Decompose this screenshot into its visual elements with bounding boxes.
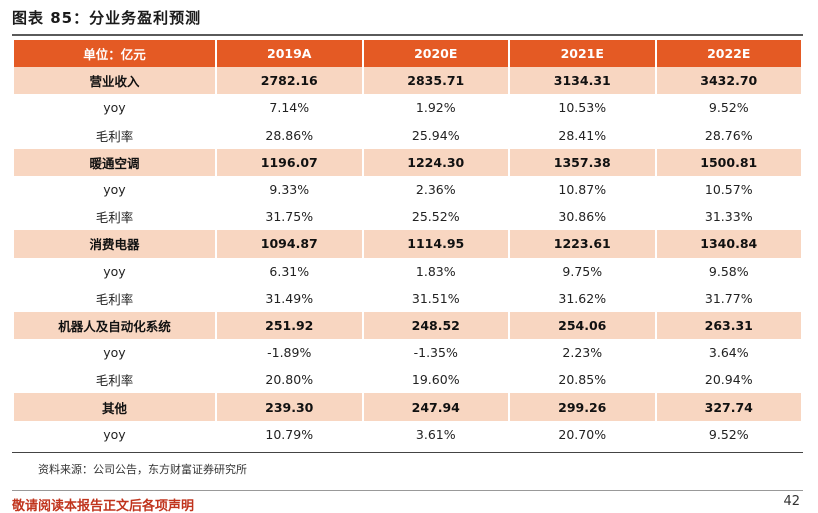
value-cell: 28.76% [656,121,801,149]
table-row-metric: 毛利率 31.75% 25.52% 30.86% 31.33% [14,203,801,231]
value-cell: 251.92 [217,311,362,340]
value-cell: 20.85% [510,366,655,394]
value-cell: 25.94% [363,121,508,149]
value-cell: 248.52 [363,311,508,340]
row-label-cell: 毛利率 [14,284,215,312]
header-cell-2020e: 2020E [363,40,508,68]
value-cell: 31.51% [363,284,508,312]
value-cell: 9.52% [656,420,801,448]
table-row-metric: yoy 7.14% 1.92% 10.53% 9.52% [14,94,801,122]
table-row-segment: 机器人及自动化系统 251.92 248.52 254.06 263.31 [14,311,801,340]
table-row-metric: yoy 6.31% 1.83% 9.75% 9.58% [14,257,801,285]
table-row-segment: 其他 239.30 247.94 299.26 327.74 [14,393,801,421]
table-row-metric: 毛利率 31.49% 31.51% 31.62% 31.77% [14,284,801,312]
figure-title: 图表 85：分业务盈利预测 [12,9,202,27]
title-divider [12,34,803,36]
row-label-cell: yoy [14,94,215,122]
table-header-row: 单位：亿元 2019A 2020E 2021E 2022E [14,40,801,68]
value-cell: 1.92% [363,94,508,122]
value-cell: 7.14% [217,94,362,122]
table-row-segment: 营业收入 2782.16 2835.71 3134.31 3432.70 [14,67,801,95]
value-cell: 1223.61 [510,230,655,258]
value-cell: -1.35% [363,339,508,367]
value-cell: 327.74 [656,393,801,421]
value-cell: 10.87% [510,175,655,204]
value-cell: 2782.16 [217,67,362,95]
value-cell: 28.86% [217,121,362,149]
value-cell: 9.52% [656,94,801,122]
row-label-cell: 消费电器 [14,230,215,258]
value-cell: 3432.70 [656,67,801,95]
table-row-metric: yoy -1.89% -1.35% 2.23% 3.64% [14,339,801,367]
value-cell: 31.33% [656,203,801,231]
value-cell: 31.62% [510,284,655,312]
value-cell: 1357.38 [510,148,655,176]
value-cell: 1196.07 [217,148,362,176]
row-label-cell: 暖通空调 [14,148,215,176]
value-cell: 9.58% [656,257,801,285]
table-row-metric: 毛利率 28.86% 25.94% 28.41% 28.76% [14,121,801,149]
header-cell-unit: 单位：亿元 [14,40,215,68]
value-cell: 10.57% [656,175,801,204]
value-cell: 1094.87 [217,230,362,258]
value-cell: 1500.81 [656,148,801,176]
value-cell: 3134.31 [510,67,655,95]
row-label-cell: yoy [14,175,215,204]
value-cell: 6.31% [217,257,362,285]
value-cell: 30.86% [510,203,655,231]
table-row-metric: 毛利率 20.80% 19.60% 20.85% 20.94% [14,366,801,394]
page-number: 42 [783,494,800,509]
value-cell: 1224.30 [363,148,508,176]
value-cell: 263.31 [656,311,801,340]
row-label-cell: yoy [14,420,215,448]
value-cell: 19.60% [363,366,508,394]
table-row-segment: 暖通空调 1196.07 1224.30 1357.38 1500.81 [14,148,801,176]
value-cell: 31.49% [217,284,362,312]
value-cell: 1114.95 [363,230,508,258]
table-row-metric: yoy 10.79% 3.61% 20.70% 9.52% [14,420,801,448]
value-cell: 1340.84 [656,230,801,258]
value-cell: 28.41% [510,121,655,149]
value-cell: 9.33% [217,175,362,204]
header-cell-2022e: 2022E [656,40,801,68]
value-cell: 2.23% [510,339,655,367]
value-cell: 10.79% [217,420,362,448]
disclaimer-text: 敬请阅读本报告正文后各项声明 [12,499,195,513]
table-bottom-divider [12,452,803,453]
value-cell: 299.26 [510,393,655,421]
header-cell-2021e: 2021E [510,40,655,68]
value-cell: 2835.71 [363,67,508,95]
value-cell: 9.75% [510,257,655,285]
value-cell: 239.30 [217,393,362,421]
value-cell: -1.89% [217,339,362,367]
value-cell: 247.94 [363,393,508,421]
table-body: 营业收入 2782.16 2835.71 3134.31 3432.70 yoy 7.14%… [14,67,801,448]
header-cell-2019a: 2019A [217,40,362,68]
row-label-cell: 毛利率 [14,203,215,231]
value-cell: 2.36% [363,175,508,204]
value-cell: 31.77% [656,284,801,312]
profit-forecast-table: 单位：亿元 2019A 2020E 2021E 2022E 营业收入 2782.1… [12,40,803,448]
value-cell: 20.94% [656,366,801,394]
row-label-cell: 毛利率 [14,121,215,149]
row-label-cell: 营业收入 [14,67,215,95]
value-cell: 3.61% [363,420,508,448]
value-cell: 3.64% [656,339,801,367]
row-label-cell: 毛利率 [14,366,215,394]
row-label-cell: yoy [14,339,215,367]
row-label-cell: 其他 [14,393,215,421]
row-label-cell: 机器人及自动化系统 [14,311,215,340]
row-label-cell: yoy [14,257,215,285]
value-cell: 25.52% [363,203,508,231]
value-cell: 31.75% [217,203,362,231]
footer-divider [12,490,803,491]
value-cell: 1.83% [363,257,508,285]
source-note: 资料来源：公司公告，东方财富证券研究所 [38,463,247,476]
value-cell: 254.06 [510,311,655,340]
table-row-segment: 消费电器 1094.87 1114.95 1223.61 1340.84 [14,230,801,258]
value-cell: 20.70% [510,420,655,448]
value-cell: 10.53% [510,94,655,122]
table-row-metric: yoy 9.33% 2.36% 10.87% 10.57% [14,175,801,204]
value-cell: 20.80% [217,366,362,394]
